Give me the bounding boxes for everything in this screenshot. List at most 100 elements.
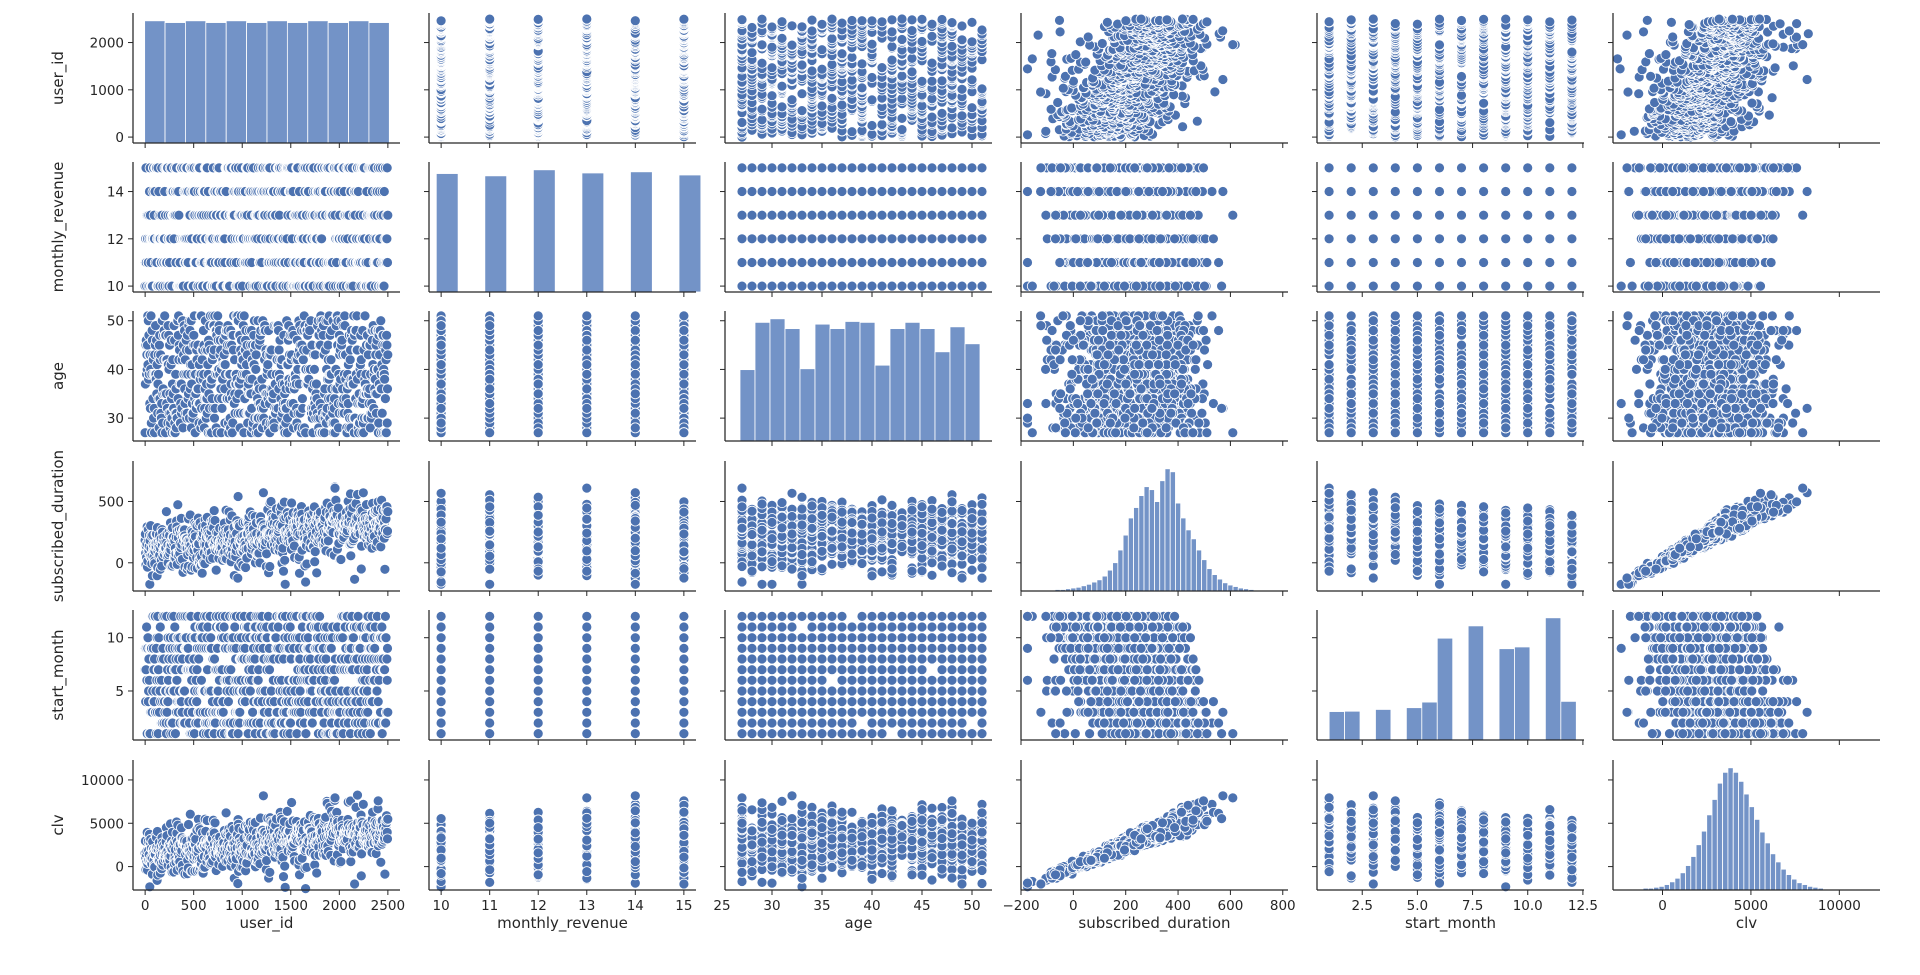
scatter-point — [1067, 103, 1077, 113]
scatter-point — [827, 60, 837, 70]
scatter-point — [817, 19, 827, 29]
scatter-point — [937, 76, 947, 86]
scatter-point — [837, 100, 847, 110]
scatter-point — [1162, 15, 1172, 25]
scatter-point — [897, 14, 907, 24]
scatter-point — [927, 76, 937, 86]
scatter-point — [582, 14, 592, 24]
hist-bar — [328, 23, 348, 143]
scatter-point — [827, 14, 837, 24]
scatter-point — [817, 101, 827, 111]
scatter-point — [867, 95, 877, 105]
scatter-point — [827, 34, 837, 44]
scatter-point — [867, 73, 877, 83]
scatter-point — [777, 81, 787, 91]
scatter-point — [757, 58, 767, 68]
scatter-point — [897, 35, 907, 45]
scatter-point — [927, 31, 937, 41]
scatter-point — [787, 40, 797, 50]
scatter-point — [1097, 39, 1107, 49]
scatter-point — [967, 103, 977, 113]
scatter-point — [837, 49, 847, 59]
scatter-point — [1136, 14, 1146, 24]
scatter-point — [957, 111, 967, 121]
scatter-point — [1055, 27, 1065, 37]
hist-bar — [206, 23, 226, 143]
scatter-point — [907, 67, 917, 77]
scatter-point — [1053, 98, 1063, 108]
scatter-point — [485, 14, 495, 24]
scatter-point — [1228, 40, 1238, 50]
scatter-point — [877, 17, 887, 27]
scatter-point — [867, 16, 877, 26]
scatter-point — [1202, 17, 1212, 27]
scatter-point — [1083, 32, 1093, 42]
scatter-point — [897, 71, 907, 81]
panel-user_id-vs-subscribed_duration — [1016, 13, 1288, 148]
scatter-point — [1102, 17, 1112, 27]
scatter-point — [1023, 130, 1033, 140]
scatter-point — [747, 23, 757, 33]
scatter-point — [957, 21, 967, 31]
scatter-point — [907, 15, 917, 25]
scatter-point — [533, 14, 543, 24]
scatter-point — [807, 66, 817, 76]
scatter-point — [737, 118, 747, 128]
hist-bar — [349, 21, 369, 143]
scatter-point — [1047, 49, 1057, 59]
hist-bar — [267, 21, 287, 143]
panel-user_id-vs-age — [720, 13, 992, 148]
scatter-point — [1457, 72, 1467, 82]
scatter-point — [797, 89, 807, 99]
scatter-point — [917, 101, 927, 111]
scatter-point — [917, 76, 927, 86]
scatter-point — [757, 115, 767, 125]
scatter-point — [897, 125, 907, 135]
hist-bar — [247, 23, 267, 143]
scatter-point — [1081, 57, 1091, 67]
scatter-point — [907, 53, 917, 63]
scatter-point — [679, 14, 689, 24]
scatter-point — [847, 52, 857, 62]
scatter-point — [927, 19, 937, 29]
scatter-point — [907, 26, 917, 36]
scatter-point — [947, 123, 957, 133]
scatter-point — [887, 42, 897, 52]
scatter-point — [887, 55, 897, 65]
scatter-point — [817, 64, 827, 74]
hist-bar — [287, 23, 307, 143]
scatter-point — [777, 33, 787, 43]
scatter-point — [807, 15, 817, 25]
scatter-point — [817, 45, 827, 55]
scatter-point — [937, 108, 947, 118]
scatter-point — [857, 16, 867, 26]
scatter-point — [1178, 14, 1188, 24]
scatter-point — [927, 112, 937, 122]
scatter-point — [937, 15, 947, 25]
scatter-point — [630, 16, 640, 26]
scatter-point — [877, 63, 887, 73]
scatter-point — [737, 15, 747, 25]
scatter-point — [797, 60, 807, 70]
scatter-point — [767, 91, 777, 101]
scatter-point — [797, 22, 807, 32]
scatter-point — [1192, 116, 1202, 126]
scatter-point — [807, 26, 817, 36]
scatter-point — [977, 84, 987, 94]
scatter-point — [967, 17, 977, 27]
hist-bar — [226, 21, 246, 143]
scatter-point — [1479, 98, 1489, 108]
scatter-point — [917, 37, 927, 47]
scatter-point — [847, 16, 857, 26]
scatter-point — [887, 27, 897, 37]
scatter-point — [877, 120, 887, 130]
scatter-point — [1041, 126, 1051, 136]
scatter-point — [757, 40, 767, 50]
scatter-point — [967, 37, 977, 47]
scatter-point — [757, 14, 767, 24]
hist-bar — [369, 23, 389, 143]
scatter-point — [757, 104, 767, 114]
hist-bar — [185, 21, 205, 143]
scatter-point — [787, 95, 797, 105]
